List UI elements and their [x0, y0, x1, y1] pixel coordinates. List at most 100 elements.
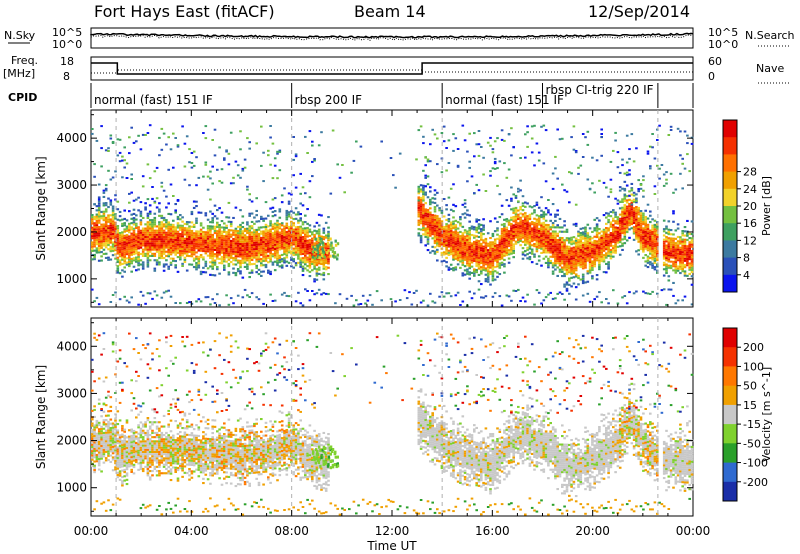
scatter-cell	[447, 268, 451, 271]
scatter-cell	[137, 247, 140, 250]
scatter-cell	[628, 236, 631, 239]
scatter-cell	[588, 242, 592, 245]
scatter-cell	[593, 263, 596, 266]
scatter-cell	[625, 218, 629, 221]
scatter-cell	[220, 245, 224, 248]
scatter-cell	[649, 252, 652, 255]
scatter-cell	[153, 212, 157, 215]
scatter-cell	[679, 130, 682, 133]
scatter-cell	[153, 240, 157, 243]
scatter-cell	[102, 210, 106, 213]
scatter-cell	[433, 214, 437, 217]
scatter-cell	[227, 265, 231, 268]
scatter-cell	[632, 217, 636, 220]
scatter-cell	[287, 238, 291, 241]
scatter-cell	[368, 294, 372, 297]
scatter-cell	[547, 228, 550, 231]
scatter-cell	[239, 232, 242, 235]
scatter-cell	[260, 243, 263, 246]
scatter-cell	[614, 226, 617, 229]
scatter-cell	[301, 257, 305, 260]
scatter-cell	[500, 251, 504, 254]
scatter-cell	[165, 244, 168, 247]
scatter-cell	[679, 250, 682, 253]
scatter-cell	[493, 217, 497, 220]
scatter-cell	[581, 231, 585, 234]
scatter-cell	[429, 203, 432, 206]
scatter-cell	[563, 283, 566, 286]
scatter-cell	[554, 251, 557, 254]
scatter-cell	[116, 256, 120, 259]
scatter-cell	[635, 197, 638, 200]
scatter-cell	[486, 242, 490, 245]
scatter-cell	[593, 227, 596, 230]
scatter-cell	[151, 297, 154, 300]
scatter-cell	[417, 190, 421, 193]
scatter-cell	[503, 271, 506, 274]
scatter-cell	[605, 298, 608, 300]
scatter-cell	[456, 242, 460, 245]
scatter-cell	[591, 266, 594, 269]
scatter-cell	[97, 204, 101, 207]
scatter-cell	[577, 172, 580, 175]
scatter-cell	[456, 248, 460, 251]
scatter-cell	[456, 165, 460, 168]
scatter-cell	[452, 227, 455, 230]
scatter-cell	[595, 278, 599, 281]
scatter-cell	[517, 200, 520, 203]
scatter-cell	[262, 151, 265, 154]
scatter-cell	[503, 248, 506, 251]
scatter-cell	[438, 230, 441, 233]
scatter-cell	[130, 222, 133, 225]
scatter-cell	[317, 144, 321, 147]
scatter-cell	[581, 267, 585, 270]
scatter-cell	[146, 257, 150, 260]
scatter-cell	[220, 211, 224, 214]
scatter-cell	[449, 242, 453, 245]
scatter-cell	[97, 200, 101, 203]
scatter-cell	[311, 248, 314, 251]
scatter-cell	[558, 270, 562, 273]
scatter-cell	[273, 254, 277, 257]
scatter-cell	[500, 261, 504, 264]
scatter-cell	[308, 251, 312, 254]
scatter-cell	[433, 223, 437, 226]
scatter-cell	[167, 234, 170, 237]
scatter-cell	[160, 185, 164, 188]
scatter-cell	[116, 229, 120, 232]
scatter-cell	[625, 205, 629, 208]
scatter-cell	[257, 241, 261, 244]
scatter-cell	[445, 235, 448, 238]
scatter-cell	[549, 213, 552, 216]
scatter-cell	[459, 245, 462, 248]
scatter-cell	[526, 219, 529, 222]
scatter-cell	[417, 206, 421, 209]
scatter-cell	[118, 236, 122, 239]
scatter-cell	[584, 243, 587, 246]
scatter-cell	[181, 264, 184, 267]
scatter-cell	[653, 226, 657, 229]
scatter-cell	[549, 234, 552, 237]
scatter-cell	[273, 229, 277, 232]
scatter-cell	[315, 242, 319, 245]
scatter-cell	[503, 233, 506, 236]
scatter-cell	[135, 226, 138, 229]
scatter-cell	[686, 232, 689, 235]
scatter-cell	[449, 225, 453, 228]
scatter-cell	[241, 236, 245, 239]
scatter-cell	[287, 202, 291, 205]
scatter-cell	[540, 222, 543, 225]
scatter-cell	[118, 298, 122, 301]
scatter-cell	[440, 209, 444, 212]
scatter-cell	[422, 222, 425, 225]
scatter-cell	[125, 177, 129, 179]
scatter-cell	[544, 223, 548, 226]
scatter-cell	[213, 238, 217, 241]
scatter-cell	[102, 202, 106, 205]
scatter-cell	[111, 228, 115, 231]
scatter-cell	[216, 257, 219, 260]
scatter-cell	[206, 237, 210, 240]
scatter-cell	[271, 244, 275, 247]
scatter-cell	[260, 264, 263, 267]
scatter-cell	[118, 272, 122, 275]
